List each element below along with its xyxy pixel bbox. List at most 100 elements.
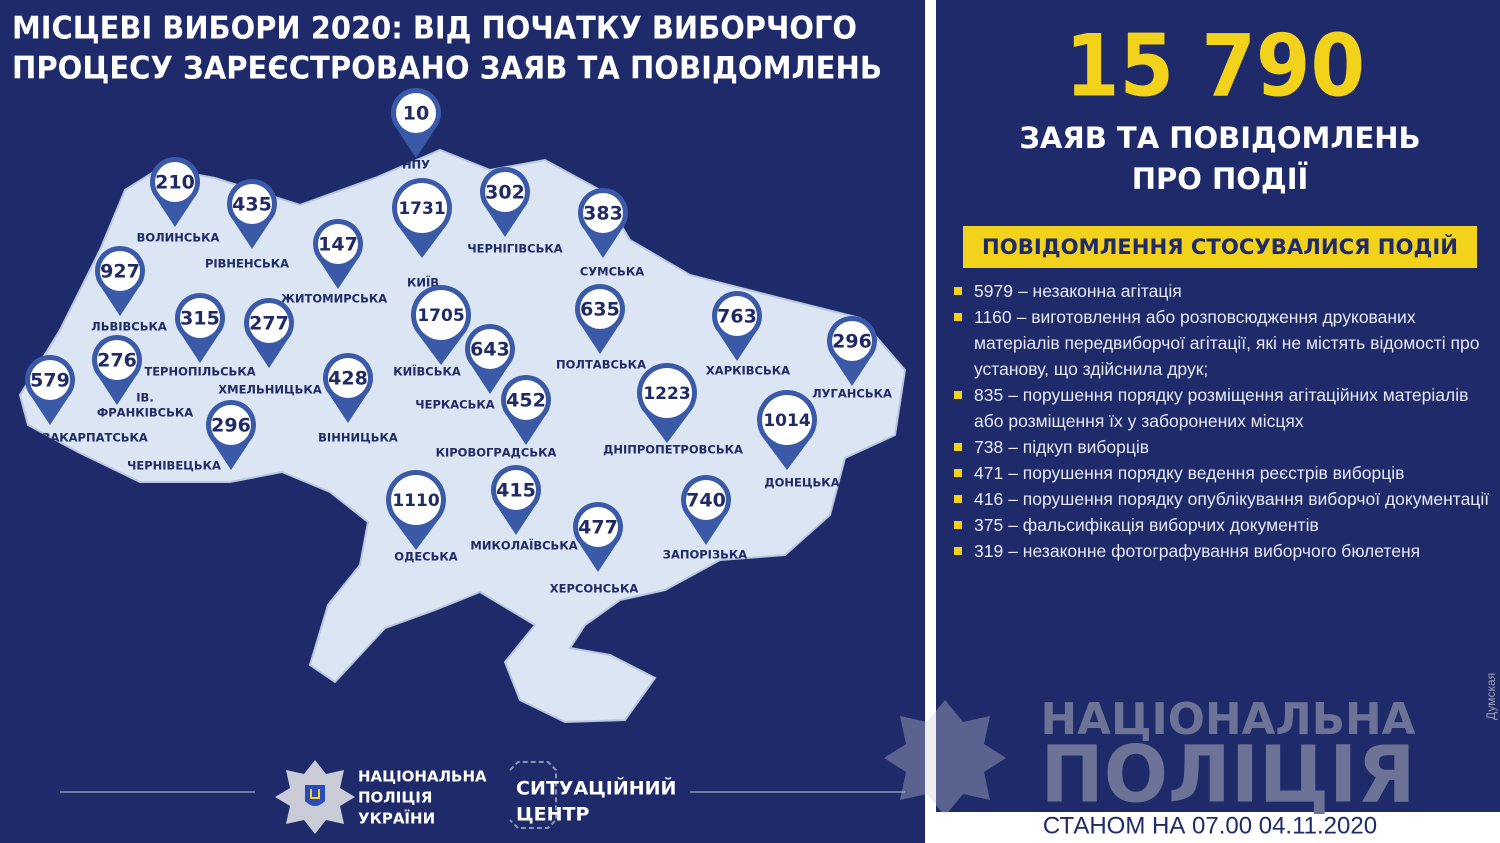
watermark: НАЦІОНАЛЬНА bbox=[1041, 694, 1416, 745]
event-count: 835 bbox=[974, 385, 1004, 405]
region-label: ВІННИЦЬКА bbox=[318, 431, 398, 445]
region-label: ЧЕРНІГІВСЬКА bbox=[467, 242, 562, 256]
region-value: 435 bbox=[232, 194, 272, 216]
event-count: 5979 bbox=[974, 281, 1013, 301]
event-item: 416– порушення порядку опублікування виб… bbox=[952, 486, 1497, 512]
event-item: 1160– виготовлення або розповсюдження др… bbox=[952, 304, 1497, 382]
event-text: – порушення порядку опублікування виборч… bbox=[1008, 489, 1490, 509]
region-label: КИЇВ bbox=[407, 275, 439, 290]
police-emblem bbox=[275, 760, 355, 834]
pin-circle bbox=[496, 470, 536, 510]
pin-circle bbox=[249, 303, 289, 343]
region-value: 415 bbox=[496, 480, 536, 502]
region-label: ЗАПОРІЗЬКА bbox=[663, 548, 748, 562]
source: Думская bbox=[1484, 673, 1498, 720]
region-value: 1110 bbox=[392, 491, 439, 511]
right-panel bbox=[936, 0, 1500, 812]
pin-circle bbox=[397, 183, 447, 233]
region-label: ХЕРСОНСЬКА bbox=[550, 582, 639, 596]
region-label: ОДЕСЬКА bbox=[394, 550, 457, 564]
region-label: ЖИТОМИРСЬКА bbox=[281, 292, 387, 306]
region-label: ЧЕРНІВЕЦЬКА bbox=[127, 459, 221, 473]
center-logo bbox=[509, 761, 557, 829]
total-caption: ПРО ПОДІЇ bbox=[1132, 162, 1309, 196]
region-label: СУМСЬКА bbox=[580, 265, 644, 279]
event-list: 5979– незаконна агітація 1160– виготовлен… bbox=[952, 278, 1497, 564]
event-text: – порушення порядку розміщення агітаційн… bbox=[974, 385, 1469, 431]
region-value: 296 bbox=[832, 331, 872, 353]
region-label: ПОЛТАВСЬКА bbox=[556, 358, 646, 372]
pin-circle bbox=[506, 380, 546, 420]
region-label: ЛЬВІВСЬКА bbox=[91, 320, 167, 334]
pin-circle bbox=[832, 321, 872, 361]
region-value: 1223 bbox=[643, 384, 690, 404]
logo-text: УКРАЇНИ bbox=[358, 809, 435, 828]
event-item: 5979– незаконна агітація bbox=[952, 278, 1497, 304]
pin-circle bbox=[583, 193, 623, 233]
region-value: 10 bbox=[403, 103, 429, 125]
banner-text: ПОВІДОМЛЕННЯ СТОСУВАЛИСЯ ПОДІЙ bbox=[982, 234, 1458, 259]
event-text: – незаконне фотографування виборчого бюл… bbox=[1008, 541, 1421, 561]
region-value: 1014 bbox=[763, 411, 810, 431]
region-label: ТЕРНОПІЛЬСЬКА bbox=[144, 365, 255, 379]
region-value: 276 bbox=[97, 350, 137, 372]
event-text: – виготовлення або розповсюдження друков… bbox=[974, 307, 1480, 379]
event-item: 835– порушення порядку розміщення агітац… bbox=[952, 382, 1497, 434]
event-item: 471– порушення порядку ведення реєстрів … bbox=[952, 460, 1497, 486]
pin-circle bbox=[391, 475, 441, 525]
logo-text: ЦЕНТР bbox=[516, 804, 589, 826]
region-value: 302 bbox=[485, 182, 525, 204]
event-text: – підкуп виборців bbox=[1008, 437, 1150, 457]
region-label: ЧЕРКАСЬКА bbox=[415, 398, 494, 412]
watermark-emblem bbox=[884, 700, 1006, 816]
event-count: 319 bbox=[974, 541, 1004, 561]
region-value: 1705 bbox=[417, 306, 464, 326]
region-label: ЛУГАНСЬКА bbox=[812, 387, 892, 401]
banner bbox=[963, 226, 1477, 268]
region-label: ФРАНКІВСЬКА bbox=[97, 406, 193, 420]
region-label: ВОЛИНСЬКА bbox=[137, 231, 220, 245]
pin-circle bbox=[762, 395, 812, 445]
region-label: ДНІПРОПЕТРОВСЬКА bbox=[603, 443, 743, 457]
pins: НПУ 10 ВОЛИНСЬКА 210 РІВНЕНСЬКА 435 ЖИТОМИРСЬК… bbox=[25, 87, 892, 596]
pin-circle bbox=[211, 405, 251, 445]
region-value: 296 bbox=[211, 415, 251, 437]
region-label: ІВ. bbox=[136, 391, 153, 405]
pin-circle bbox=[578, 507, 618, 547]
logo-text: СИТУАЦІЙНИЙ bbox=[516, 777, 676, 800]
date: СТАНОМ НА 07.00 04.11.2020 bbox=[1043, 812, 1377, 839]
pin-circle bbox=[580, 289, 620, 329]
region-value: 210 bbox=[155, 172, 195, 194]
pin-circle bbox=[30, 360, 70, 400]
region-label: КИЇВСЬКА bbox=[393, 364, 461, 379]
region-value: 315 bbox=[180, 308, 220, 330]
event-item: 375– фальсифікація виборчих документів bbox=[952, 512, 1497, 538]
region-value: 452 bbox=[506, 390, 546, 412]
region-label: ХМЕЛЬНИЦЬКА bbox=[218, 383, 322, 397]
region-label: КІРОВОГРАДСЬКА bbox=[436, 446, 557, 460]
region-value: 477 bbox=[578, 517, 618, 539]
ukraine-map bbox=[18, 148, 907, 724]
region-label: ЗАКАРПАТСЬКА bbox=[42, 431, 148, 445]
region-label: ДОНЕЦЬКА bbox=[764, 476, 839, 490]
event-text: – фальсифікація виборчих документів bbox=[1008, 515, 1319, 535]
region-label: РІВНЕНСЬКА bbox=[205, 257, 289, 271]
region-label: НПУ bbox=[402, 158, 430, 172]
pin-circle bbox=[642, 368, 692, 418]
pin-circle bbox=[485, 172, 525, 212]
pin-circle bbox=[686, 480, 726, 520]
event-count: 738 bbox=[974, 437, 1004, 457]
pin-circle bbox=[232, 184, 272, 224]
pin-circle bbox=[155, 162, 195, 202]
total-caption: ЗАЯВ ТА ПОВІДОМЛЕНЬ bbox=[1019, 121, 1420, 155]
event-item: 738– підкуп виборців bbox=[952, 434, 1497, 460]
logo-text: ПОЛІЦІЯ bbox=[358, 789, 432, 807]
title-line: МІСЦЕВІ ВИБОРИ 2020: ВІД ПОЧАТКУ ВИБОРЧО… bbox=[12, 11, 857, 47]
pin-circle bbox=[100, 251, 140, 291]
region-value: 643 bbox=[470, 339, 510, 361]
event-count: 1160 bbox=[974, 307, 1012, 327]
pin-circle bbox=[180, 298, 220, 338]
region-value: 927 bbox=[100, 261, 140, 283]
title-line: ПРОЦЕСУ ЗАРЕЄСТРОВАНО ЗАЯВ ТА ПОВІДОМЛЕН… bbox=[12, 51, 882, 87]
